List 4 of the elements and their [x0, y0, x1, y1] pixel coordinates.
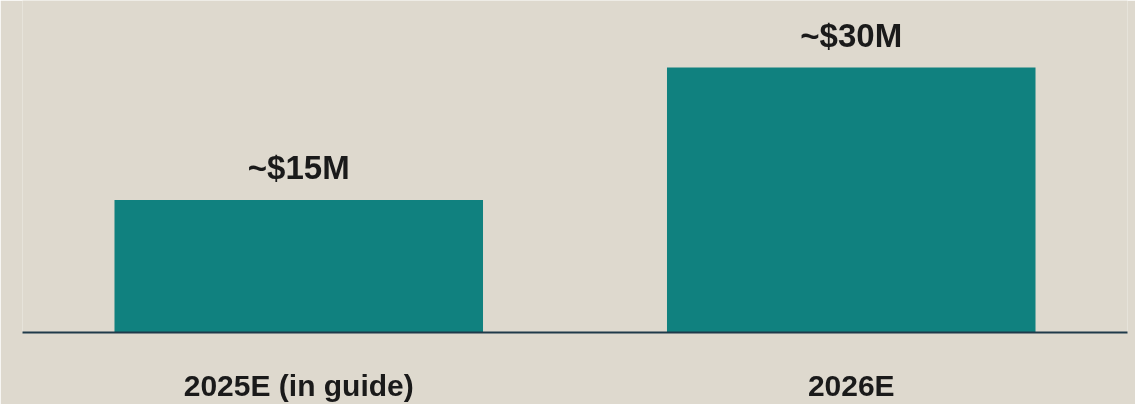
data-label: ~$15M [247, 149, 350, 187]
data-label: ~$30M [800, 16, 903, 54]
x-tick-label: 2025E (in guide) [183, 368, 414, 402]
x-tick-label: 2026E [807, 368, 895, 402]
